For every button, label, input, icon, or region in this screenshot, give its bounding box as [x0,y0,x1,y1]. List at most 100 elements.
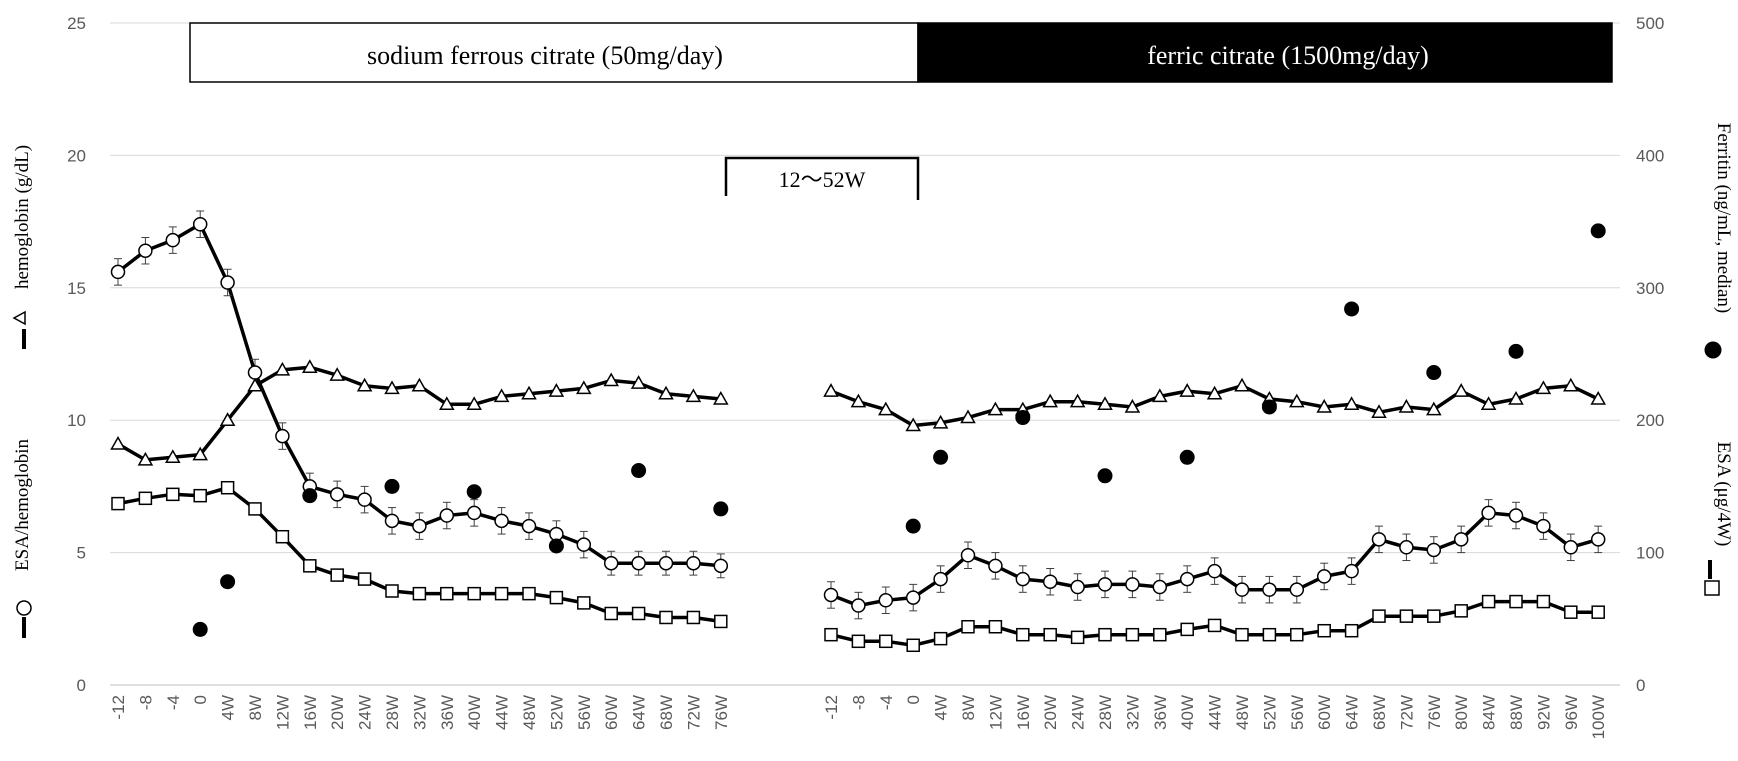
esa-per-hemoglobin-point [1207,563,1222,579]
x-tick-label: 16W [301,695,320,730]
x-tick-label: 32W [410,695,429,730]
x-tick-label: 92W [1534,695,1553,730]
hemoglobin-point [850,393,867,408]
hemoglobin-point [1289,393,1305,408]
esa-per-hemoglobin-point [905,590,921,605]
esa-point [1317,623,1331,638]
regimen-banners: sodium ferrous citrate (50mg/day) ferric… [189,22,1613,83]
esa-point [220,480,235,495]
panel-2 [823,223,1606,653]
esa-per-hemoglobin-point [192,216,208,232]
hemoglobin-point [110,436,126,450]
ferritin-point [1179,449,1195,465]
x-tick-label: 72W [1397,695,1416,730]
x-tick-label: 100W [1589,695,1608,739]
esa-point [1016,627,1030,642]
ferritin-point [220,574,236,590]
left-tick-label: 15 [67,279,86,298]
hemoglobin-point [1234,377,1250,392]
x-tick-label: 40W [1178,695,1197,730]
esa-per-hemoglobin-point [1125,577,1140,592]
esa-per-hemoglobin-point [466,505,482,521]
hemoglobin-point [1179,383,1195,397]
banner-left-box [189,22,919,83]
hemoglobin-point [713,390,729,405]
axis-labels: hemoglobin (g/dL) ESA/hemoglobin Ferriti… [12,123,1734,638]
esa-point [440,586,454,601]
hemoglobin-point [137,451,154,466]
esa-point [275,529,290,544]
esa-point [1125,627,1140,642]
esa-point [686,610,701,625]
esa-per-hemoglobin-point [1042,574,1058,589]
hemoglobin-point [439,396,455,411]
x-tick-label: 44W [1206,695,1225,730]
esa-per-hemoglobin-point [576,537,592,552]
esa-point [1427,609,1441,623]
esa-point [1564,605,1578,619]
ferritin-point [1344,301,1360,317]
esa-per-hemoglobin-point [1262,582,1277,597]
x-tick-label: 60W [602,695,621,730]
hemoglobin-point [1343,396,1360,411]
esa-per-hemoglobin-point [1152,579,1168,595]
left-tick-label: 20 [67,146,86,165]
x-tick-label: 36W [1151,695,1170,730]
x-tick-label: -4 [877,695,896,710]
x-tick-label: -12 [822,695,841,720]
series-layer [110,210,1606,653]
x-tick-label: 60W [1315,695,1334,730]
esa-per-hemoglobin-point [165,232,181,248]
x-tick-label: 48W [520,695,539,730]
esa-point [659,610,673,625]
ferritin-point [1015,410,1031,426]
hemoglobin-point [493,388,510,403]
ferritin-point [905,518,921,534]
esa-per-hemoglobin-point [1563,540,1579,555]
banner-left-label: sodium ferrous citrate (50mg/day) [367,41,723,70]
right-legend-filled-circle-icon [1704,341,1722,359]
banner-right-label: ferric citrate (1500mg/day) [1147,41,1429,70]
left-tick-label: 10 [67,411,86,430]
x-tick-label: 36W [438,695,457,730]
x-tick-label: 28W [383,695,402,730]
esa-point [1043,627,1057,642]
esa-point [824,627,838,642]
esa-per-hemoglobin-point [631,555,646,571]
x-tick-label: 8W [246,695,265,721]
esa-per-hemoglobin-point [1426,542,1442,558]
esa-per-hemoglobin-point [713,558,729,574]
esa-point [577,596,591,610]
hemoglobin-point [1206,385,1223,400]
esa-point [851,634,866,649]
esa-per-hemoglobin-point [1070,579,1085,595]
hemoglobin-point [1069,393,1086,408]
hemoglobin-point [630,375,647,389]
esa-point [631,606,646,621]
hemoglobin-point [1590,390,1606,405]
x-tick-label: 0 [904,695,923,704]
ferritin-point [192,621,208,637]
esa-per-hemoglobin-point [1453,532,1469,547]
esa-point [1399,609,1414,623]
hemoglobin-point [384,380,400,395]
esa-point [714,614,728,629]
esa-point [1098,627,1112,642]
x-tick-label: 68W [657,695,676,730]
x-axis-ticks: -12 -8 -4 0 4W 8W 12W 16W 20W 24W 28W 32W 36W 40W 44W 4… [109,695,1608,739]
esa-per-hemoglobin-point [878,593,894,608]
hemoglobin-point [1097,396,1113,411]
left-tick-label: 5 [77,544,86,563]
x-tick-label: 0 [191,695,210,704]
hemoglobin-point [987,401,1004,416]
esa-per-hemoglobin-point [329,487,345,502]
left-legend-triangle-icon [12,310,26,349]
x-tick-label: -8 [849,695,868,710]
esa-per-hemoglobin-point [1097,577,1113,592]
hemoglobin-point [1398,398,1415,413]
x-tick-label: 64W [1343,695,1362,730]
esa-per-hemoglobin-point [357,492,372,507]
esa-point [303,559,317,573]
esa-per-hemoglobin-point [1234,582,1250,597]
